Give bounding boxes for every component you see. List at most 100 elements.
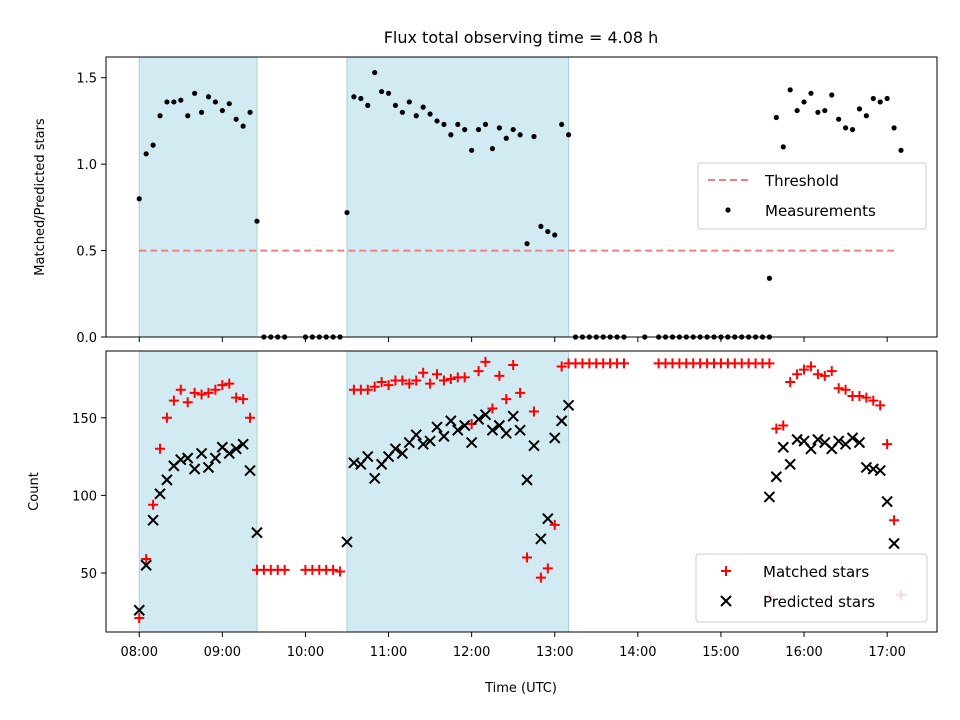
- matched-star-point: [224, 378, 235, 389]
- matched-star-point: [833, 383, 844, 394]
- matched-star-point: [161, 412, 172, 423]
- measurement-point: [863, 113, 869, 119]
- matched-star-point: [459, 372, 470, 383]
- predicted-star-point: [549, 432, 561, 444]
- count-panel: 50 100 150 08:00 09:00 10:00 11:00 12:00 13:00 1…: [27, 350, 938, 660]
- y-axis-label-bottom: Count: [27, 472, 42, 511]
- y-ticks-bottom: 50 100 150: [72, 412, 106, 582]
- x-ticks-bottom: 08:00 09:00 10:00 11:00 12:00 13:00 14:00 15:00…: [121, 632, 906, 660]
- matched-star-point: [376, 377, 387, 388]
- matched-star-point: [508, 359, 519, 370]
- x-tick-label: 12:00: [453, 645, 490, 660]
- matched-star-point: [875, 400, 886, 411]
- y-tick-label: 0.5: [76, 245, 97, 260]
- measurement-point: [489, 146, 496, 152]
- measurement-point: [503, 135, 509, 141]
- predicted-star-point: [424, 435, 436, 447]
- measurement-point: [559, 121, 565, 128]
- matched-star-point: [383, 380, 394, 391]
- predicted-star-point: [500, 427, 512, 439]
- predicted-star-point: [853, 436, 866, 449]
- observing-band-1: [138, 56, 258, 338]
- measurement-point: [448, 132, 454, 138]
- measurement-point: [192, 90, 198, 96]
- y-tick-label: 50: [80, 567, 97, 582]
- predicted-star-point: [244, 464, 256, 477]
- measurement-point: [773, 114, 779, 121]
- measurement-point: [164, 99, 170, 105]
- measurement-point: [836, 116, 842, 122]
- matched-star-point: [473, 366, 484, 377]
- predicted-star-point: [389, 443, 402, 455]
- predicted-star-point: [140, 559, 152, 571]
- matched-star-point: [328, 564, 339, 575]
- x-tick-label: 15:00: [702, 645, 739, 660]
- predicted-star-point: [230, 443, 242, 455]
- matched-star-point: [134, 613, 145, 624]
- predicted-star-point: [209, 452, 222, 464]
- measurement-point: [780, 144, 786, 150]
- legend-box: [697, 162, 927, 230]
- measurement-point: [877, 99, 883, 105]
- legend-box: [695, 553, 928, 623]
- predicted-star-point: [832, 435, 845, 447]
- matched-star-point: [501, 394, 512, 405]
- measurement-point: [849, 126, 856, 133]
- predicted-star-point: [562, 399, 575, 412]
- matched-star-point: [826, 366, 837, 377]
- measurement-point: [808, 90, 814, 96]
- predicted-star-point: [812, 433, 824, 446]
- matched-star-point: [196, 389, 207, 400]
- predicted-star-point: [507, 410, 519, 422]
- y-tick-label: 0.0: [76, 331, 97, 346]
- measurement-point: [434, 118, 440, 124]
- measurement-point: [898, 147, 904, 153]
- measurement-point: [372, 69, 378, 76]
- matched-star-point: [168, 395, 179, 406]
- measurement-point: [379, 88, 385, 95]
- matched-star-point: [840, 384, 851, 395]
- x-tick-label: 11:00: [370, 645, 407, 660]
- predicted-star-point: [195, 447, 208, 460]
- measurement-point: [226, 101, 232, 107]
- matched-star-point: [369, 381, 380, 392]
- x-tick-label: 10:00: [287, 645, 324, 660]
- predicted-star-point: [874, 464, 886, 477]
- matched-star-point: [535, 572, 546, 583]
- x-tick-label: 16:00: [785, 645, 822, 660]
- measurement-point: [538, 223, 544, 229]
- matched-star-point: [279, 564, 290, 575]
- predicted-star-point: [846, 432, 859, 444]
- measurement-point: [787, 87, 793, 93]
- matched-star-point: [812, 369, 823, 380]
- predicted-star-point: [479, 408, 492, 421]
- measurement-point: [482, 121, 489, 128]
- measurement-point: [171, 99, 177, 105]
- legend-bottom: Matched stars Predicted stars: [695, 553, 928, 623]
- predicted-star-point: [154, 488, 166, 500]
- matched-star-point: [882, 439, 893, 450]
- measurement-point: [794, 107, 800, 114]
- matched-star-point: [792, 369, 803, 380]
- measurement-point: [185, 113, 191, 119]
- predicted-star-point: [805, 443, 817, 455]
- predicted-star-point: [182, 452, 194, 464]
- measurement-point: [427, 111, 433, 117]
- matched-star-point: [404, 378, 415, 389]
- legend-label: Threshold: [764, 172, 839, 190]
- measurement-point: [891, 125, 897, 131]
- matched-star-point: [418, 367, 429, 378]
- predicted-star-point: [888, 537, 900, 550]
- ratio-panel: 0.0 0.5 1.0 1.5 Matched/Predicted stars Thr…: [33, 56, 938, 346]
- measurement-point: [399, 109, 405, 115]
- measurement-point: [842, 125, 849, 131]
- measurement-point: [801, 99, 807, 105]
- y-ticks-top: 0.0 0.5 1.0 1.5: [76, 72, 106, 346]
- predicted-star-point: [368, 472, 381, 485]
- matched-star-point: [515, 387, 526, 398]
- matched-star-point: [487, 403, 498, 414]
- measurement-point: [344, 209, 350, 216]
- matched-star-point: [411, 375, 422, 386]
- measurement-point: [829, 92, 835, 98]
- measurement-point: [178, 97, 184, 103]
